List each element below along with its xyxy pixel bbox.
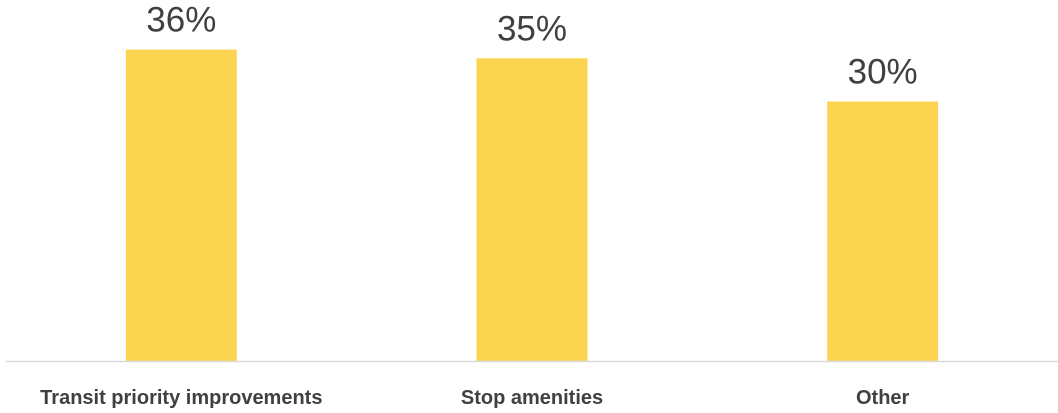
category-label-other: Other [856,387,910,409]
value-labels-group: 36% 35% 30% [146,1,917,92]
bar-stop-amenities [476,58,588,361]
value-label-transit-priority-improvements: 36% [146,1,216,40]
category-label-stop-amenities: Stop amenities [461,387,603,409]
value-label-stop-amenities: 35% [497,9,567,48]
value-label-other: 30% [848,53,918,92]
category-labels-group: Transit priority improvements Stop amenit… [40,387,909,409]
category-label-transit-priority-improvements: Transit priority improvements [40,387,322,409]
bar-transit-priority-improvements [125,49,237,361]
bars-group [125,49,939,361]
bar-other [827,101,939,361]
